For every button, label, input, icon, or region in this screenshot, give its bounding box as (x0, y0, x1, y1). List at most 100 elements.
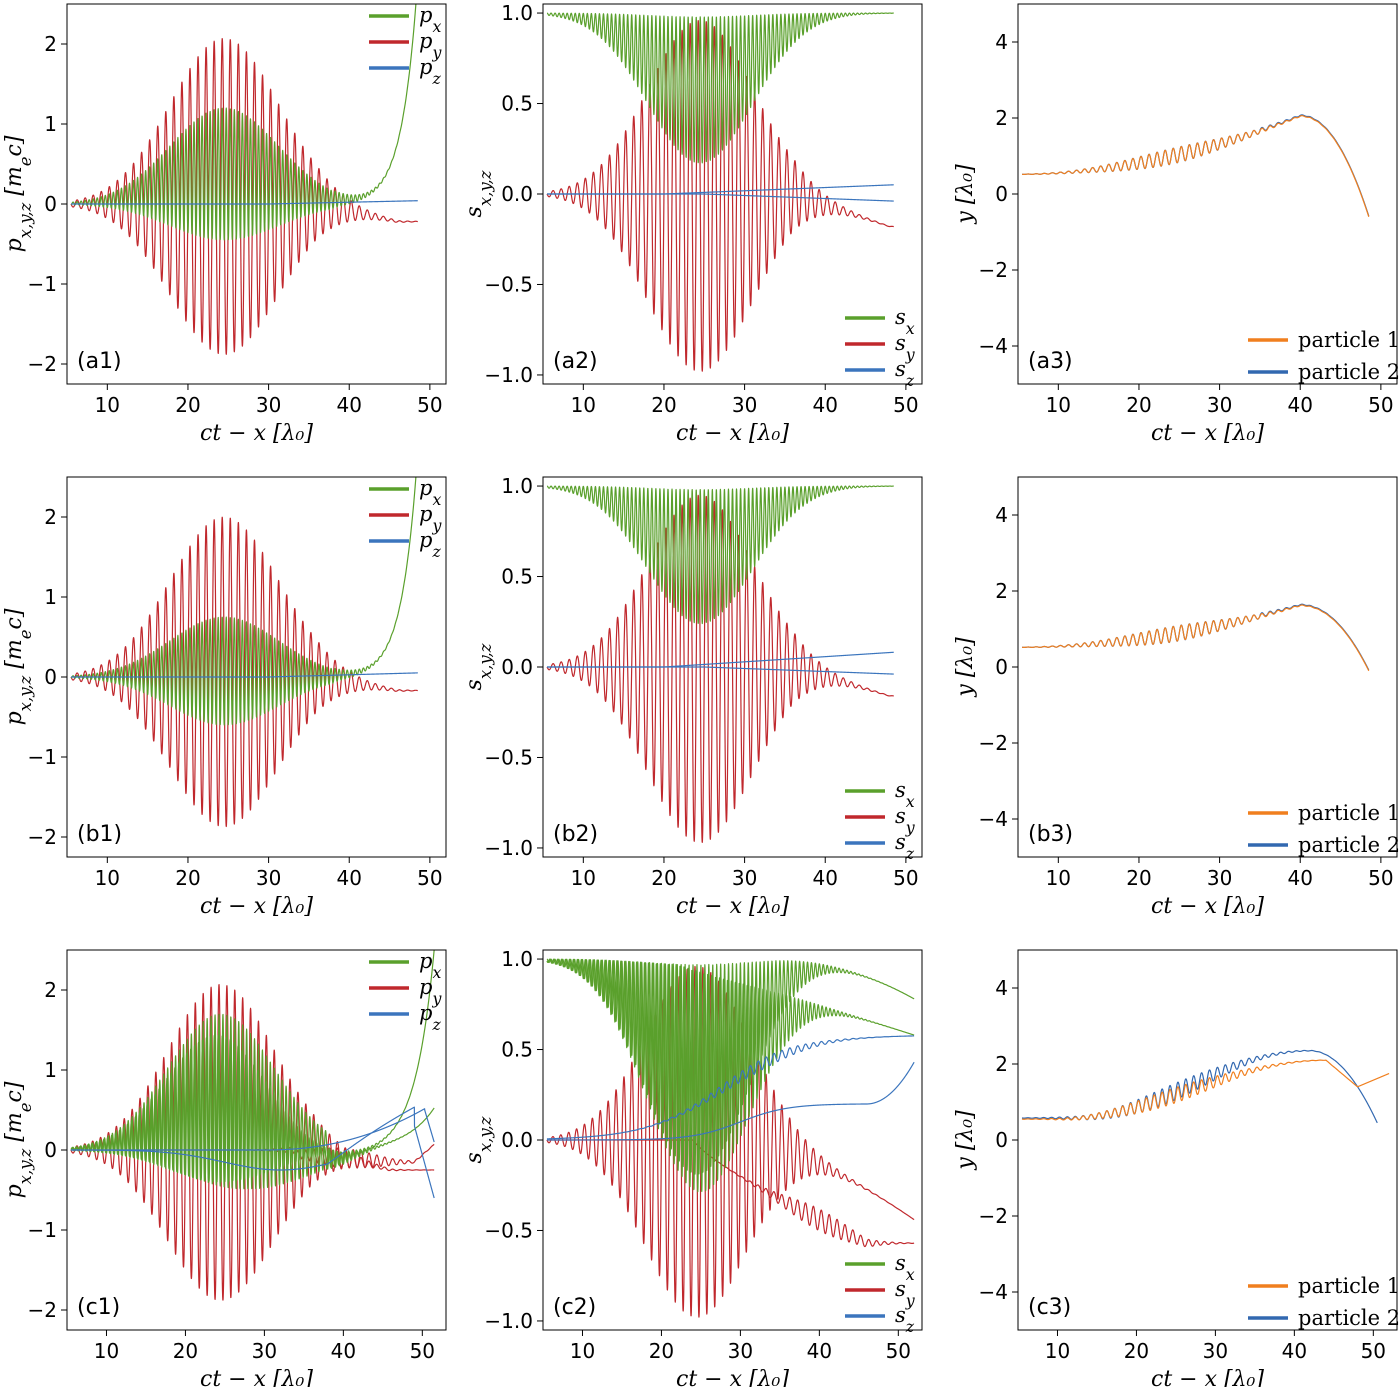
panel-label: (c2) (553, 1295, 596, 1320)
series-line-pz (70, 672, 419, 678)
x-tick-label: 10 (1045, 1339, 1070, 1363)
y-tick-label: 1 (44, 585, 57, 609)
y-tick-label: −1.0 (484, 363, 533, 387)
legend-entry: px (419, 949, 441, 982)
x-tick-label: 50 (1368, 393, 1393, 417)
series-line-sy-2 (546, 1139, 915, 1248)
y-tick-label: 1 (44, 1058, 57, 1082)
x-tick-label: 10 (570, 1339, 595, 1363)
y-tick-label: 4 (995, 30, 1008, 54)
x-tick-label: 30 (728, 1339, 753, 1363)
x-axis-label: ct − x [λ₀] (1151, 894, 1264, 919)
x-tick-label: 20 (1126, 393, 1151, 417)
series-line-py (70, 516, 419, 828)
y-tick-label: 4 (995, 503, 1008, 527)
x-tick-label: 20 (1124, 1339, 1149, 1363)
x-axis-label: ct − x [λ₀] (676, 421, 789, 446)
x-tick-label: 40 (1288, 866, 1313, 890)
y-tick-label: 1 (44, 112, 57, 136)
x-tick-label: 30 (256, 393, 281, 417)
legend: particle 1 particle 2 (1248, 328, 1400, 384)
panel-label: (b3) (1028, 822, 1073, 847)
y-tick-label: 2 (44, 32, 57, 56)
x-tick-label: 20 (175, 866, 200, 890)
series-line-sz (546, 1061, 915, 1141)
y-axis-label: px,y,z [mec] (2, 608, 35, 725)
x-tick-label: 20 (175, 393, 200, 417)
series-group (546, 958, 915, 1318)
legend-entry: sz (895, 830, 915, 863)
series-line-sx (546, 12, 895, 164)
y-tick-label: 0 (995, 182, 1008, 206)
y-axis-label: y [λ₀] (953, 164, 978, 225)
x-tick-label: 10 (94, 1339, 119, 1363)
series-line-pz (70, 200, 419, 205)
y-tick-label: −4 (979, 334, 1008, 358)
y-tick-label: −4 (979, 807, 1008, 831)
y-tick-label: −2 (979, 258, 1008, 282)
series-group (70, 477, 419, 828)
legend-entry: pz (419, 55, 441, 88)
series-line-px (70, 477, 417, 726)
legend-entry: pz (419, 1001, 441, 1034)
series-group (1021, 114, 1370, 217)
legend-entry: sy (895, 331, 916, 364)
y-tick-label: 0.0 (501, 1128, 533, 1152)
x-axis-label: ct − x [λ₀] (200, 421, 313, 446)
x-tick-label: 50 (893, 393, 918, 417)
y-axis-label: px,y,z [mec] (2, 135, 35, 252)
series-line-particle-2 (1021, 114, 1370, 217)
x-tick-label: 30 (1207, 393, 1232, 417)
x-tick-label: 20 (1126, 866, 1151, 890)
y-tick-label: 0.5 (501, 565, 533, 589)
y-tick-label: −1 (28, 1218, 57, 1242)
x-tick-label: 10 (571, 866, 596, 890)
panel-label: (a3) (1028, 349, 1073, 374)
x-tick-label: 30 (256, 866, 281, 890)
axes-frame (1017, 476, 1398, 858)
y-tick-label: 0 (995, 1128, 1008, 1152)
panel-label: (c1) (77, 1295, 120, 1320)
legend-entry: py (419, 502, 442, 535)
series-line-sx-2 (546, 958, 915, 1193)
y-tick-label: 0.0 (501, 182, 533, 206)
y-tick-label: −1.0 (484, 1309, 533, 1333)
x-tick-label: 20 (649, 1339, 674, 1363)
x-tick-label: 40 (813, 866, 838, 890)
y-tick-label: −1 (28, 272, 57, 296)
x-tick-label: 40 (807, 1339, 832, 1363)
chart-panel-b1: 10 20 30 40 50 −2 −1 0 1 2 ct − x [λ₀] px,y,z [mec]… (2, 476, 447, 919)
legend-entry: sx (895, 305, 915, 338)
panel-label: (b2) (553, 822, 598, 847)
legend-entry: particle 1 (1298, 1274, 1400, 1298)
x-tick-label: 50 (1361, 1339, 1386, 1363)
chart-panel-c3: 10 20 30 40 50 −4 −2 0 2 4 ct − x [λ₀] y [λ₀] (c3) pa… (953, 949, 1400, 1387)
series-group (546, 485, 895, 843)
chart-panel-b2: 10 20 30 40 50 −1.0 −0.5 0.0 0.5 1.0 ct − x [λ₀] sx… (462, 474, 923, 919)
panel-label: (c3) (1028, 1295, 1071, 1320)
x-axis-label: ct − x [λ₀] (200, 1367, 313, 1387)
y-tick-label: 2 (995, 579, 1008, 603)
y-tick-label: −1 (28, 745, 57, 769)
x-axis-label: ct − x [λ₀] (676, 1367, 789, 1387)
y-tick-label: −2 (28, 352, 57, 376)
x-axis-label: ct − x [λ₀] (676, 894, 789, 919)
legend-entry: pz (419, 528, 441, 561)
legend-entry: py (419, 29, 442, 62)
y-tick-label: 4 (995, 976, 1008, 1000)
y-tick-label: −0.5 (484, 272, 533, 296)
x-tick-label: 20 (651, 393, 676, 417)
series-line-px (70, 4, 417, 241)
y-tick-label: −1.0 (484, 836, 533, 860)
y-tick-label: 0.0 (501, 655, 533, 679)
legend-entry: particle 2 (1298, 1306, 1400, 1330)
x-axis-label: ct − x [λ₀] (200, 894, 313, 919)
series-line-sy (546, 494, 895, 843)
panel-label: (a1) (77, 349, 122, 374)
